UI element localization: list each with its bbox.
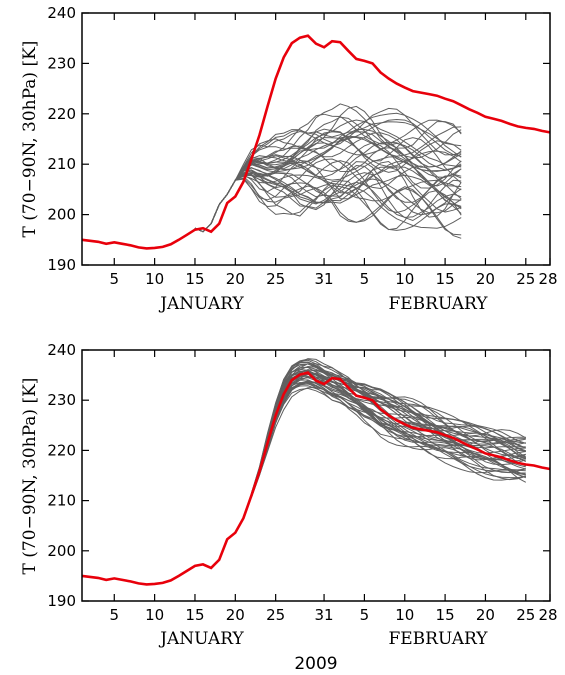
top-x-tick-label: 25 [266, 270, 285, 288]
bottom-x-tick-label: 5 [110, 606, 120, 624]
top-ensemble-member-line [194, 142, 462, 233]
top-x-tick-label: 5 [360, 270, 370, 288]
bottom-ensemble-member-line [250, 358, 527, 495]
top-y-tick-label: 240 [47, 4, 76, 22]
top-ensemble-member-line [194, 170, 462, 233]
top-month-label-january: JANUARY [158, 294, 244, 314]
top-y-ticks: 190 200 210 220 230 240 [47, 4, 550, 274]
top-plot-frame [81, 12, 551, 266]
bottom-x-tick-label: 20 [226, 606, 245, 624]
bottom-x-tick-label: 10 [395, 606, 414, 624]
bottom-x-tick-label: 25 [516, 606, 535, 624]
top-x-tick-label: 20 [226, 270, 245, 288]
bottom-ensemble-member-line [250, 383, 526, 497]
bottom-x-tick-label: 31 [315, 606, 334, 624]
bottom-y-tick-label: 240 [47, 341, 76, 359]
bottom-y-axis-label: T (70−90N, 30hPa) [K] [20, 378, 40, 575]
bottom-ensemble-member-line [250, 386, 526, 498]
top-x-tick-label: 15 [185, 270, 204, 288]
top-x-tick-label: 5 [110, 270, 120, 288]
top-y-tick-label: 190 [47, 256, 76, 274]
top-y-axis-label: T (70−90N, 30hPa) [K] [20, 41, 40, 238]
top-y-tick-label: 220 [47, 105, 76, 123]
top-x-tick-label: 10 [395, 270, 414, 288]
bottom-ensemble-member-line [250, 387, 526, 497]
year-label: 2009 [294, 654, 337, 674]
bottom-month-label-february: FEBRUARY [388, 629, 488, 649]
top-y-tick-label: 230 [47, 54, 76, 72]
top-ensemble-member-line [194, 178, 462, 239]
top-ensemble-member-line [194, 112, 462, 233]
bottom-x-ticks: 5 10 15 20 25 31 5 10 15 20 25 28 [110, 350, 558, 624]
top-x-tick-label: 31 [315, 270, 334, 288]
bottom-plot-frame [81, 349, 551, 602]
bottom-y-tick-label: 220 [47, 441, 76, 459]
top-x-tick-label: 15 [436, 270, 455, 288]
top-month-label-february: FEBRUARY [388, 294, 488, 314]
bottom-x-tick-label: 15 [185, 606, 204, 624]
bottom-y-tick-label: 200 [47, 542, 76, 560]
bottom-x-tick-label: 5 [360, 606, 370, 624]
top-x-ticks: 5 10 15 20 25 31 5 10 15 20 25 28 [110, 13, 558, 288]
bottom-ensemble-member-line [250, 372, 527, 496]
bottom-observed-line [81, 371, 551, 586]
top-ensemble-member-line [194, 105, 462, 233]
top-ensemble-member-line [194, 141, 462, 233]
top-observed-line [81, 34, 551, 250]
bottom-y-tick-label: 190 [47, 592, 76, 610]
bottom-x-tick-label: 15 [436, 606, 455, 624]
top-ensemble-member-line [194, 147, 462, 233]
bottom-ensemble-member-line [250, 373, 526, 496]
top-x-tick-label: 28 [538, 270, 557, 288]
bottom-x-tick-label: 28 [538, 606, 557, 624]
bottom-y-tick-label: 230 [47, 391, 76, 409]
bottom-month-label-january: JANUARY [158, 629, 244, 649]
top-ensemble-member-line [194, 119, 462, 233]
top-ensemble-member-line [194, 177, 462, 233]
bottom-ensemble-member-line [250, 363, 526, 496]
bottom-y-ticks: 190 200 210 220 230 240 [47, 341, 550, 610]
bottom-ensemble-member-line [250, 381, 527, 498]
top-ensemble-lines [194, 103, 462, 239]
bottom-x-tick-label: 25 [266, 606, 285, 624]
bottom-y-tick-label: 210 [47, 492, 76, 510]
bottom-x-tick-label: 10 [145, 606, 164, 624]
bottom-ensemble-member-line [250, 358, 527, 495]
top-x-tick-label: 10 [145, 270, 164, 288]
top-ensemble-member-line [194, 177, 462, 236]
bottom-x-tick-label: 20 [476, 606, 495, 624]
top-ensemble-member-line [194, 166, 462, 233]
top-x-tick-label: 25 [516, 270, 535, 288]
top-y-tick-label: 200 [47, 206, 76, 224]
top-x-tick-label: 20 [476, 270, 495, 288]
top-ensemble-member-line [194, 113, 462, 233]
top-y-tick-label: 210 [47, 155, 76, 173]
